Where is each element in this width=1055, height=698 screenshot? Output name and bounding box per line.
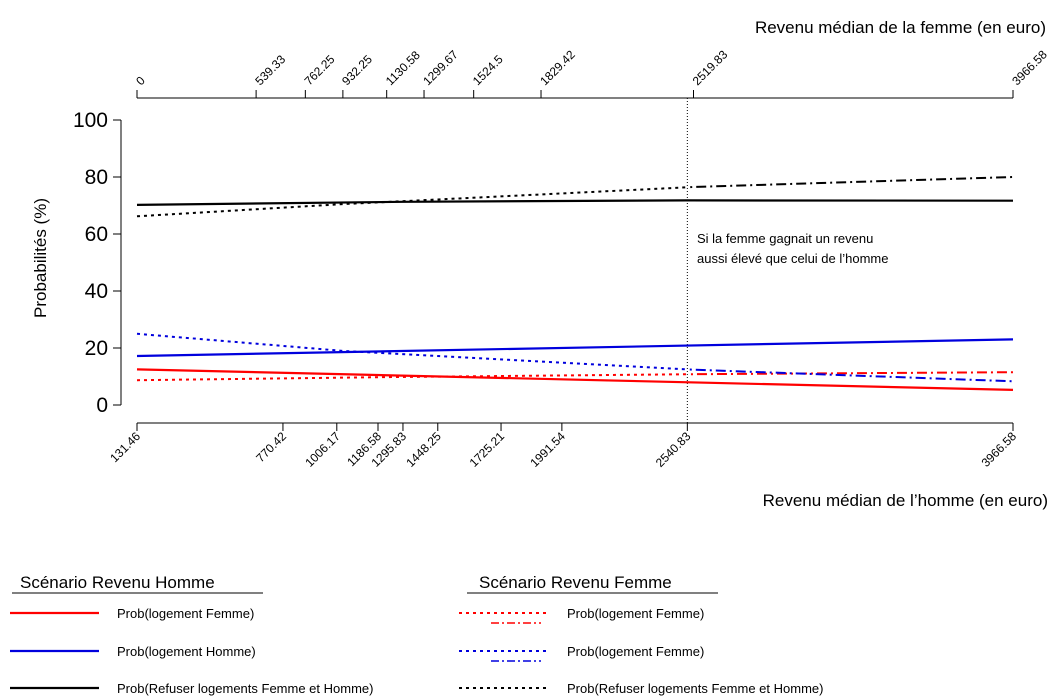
bottom-tick-label: 1448.25 xyxy=(403,429,444,470)
y-axis-title: Probabilités (%) xyxy=(31,198,50,318)
top-tick-label: 1524.5 xyxy=(470,52,506,88)
top-tick-label: 2519.83 xyxy=(690,47,731,88)
top-axis-title: Revenu médian de la femme (en euro) xyxy=(755,18,1046,37)
bottom-tick-label: 1725.21 xyxy=(467,429,508,470)
legend-title-homme: Scénario Revenu Homme xyxy=(20,573,215,592)
top-tick-label: 3966.58 xyxy=(1009,47,1050,88)
series-line-homme-prob-logement-homme-1 xyxy=(136,338,1014,358)
bottom-axis-title: Revenu médian de l’homme (en euro) xyxy=(763,491,1048,510)
series-line-femme-prob-refuser-logements-femme-et-homme-5-cont xyxy=(687,176,1014,189)
top-tick-label: 932.25 xyxy=(339,52,375,88)
series-line-femme-prob-refuser-logements-femme-et-homme-5 xyxy=(136,186,688,218)
annotation: Si la femme gagnait un revenu aussi élev… xyxy=(697,231,889,266)
series-line-homme-prob-refuser-logements-femme-et-homme-2 xyxy=(136,199,1014,206)
annotation-line-1: Si la femme gagnait un revenu xyxy=(697,231,873,246)
bottom-tick-label: 1991.54 xyxy=(527,429,568,470)
legend-entry-label: Prob(logement Femme) xyxy=(117,606,254,621)
legend-entry-label: Prob(Refuser logements Femme et Homme) xyxy=(567,681,823,696)
top-tick-label: 0 xyxy=(133,73,148,88)
y-tick-label: 60 xyxy=(85,223,108,246)
legend-entry-label: Prob(logement Femme) xyxy=(567,644,704,659)
top-tick-label: 1299.67 xyxy=(420,47,461,88)
bottom-tick-label: 770.42 xyxy=(253,429,289,465)
top-tick-label: 1130.58 xyxy=(383,48,423,88)
top-tick-label: 539.33 xyxy=(252,52,288,88)
y-tick-label: 0 xyxy=(96,394,108,417)
axis-titles: Probabilités (%) Revenu médian de la fem… xyxy=(31,18,1048,510)
legend-entry-label: Prob(Refuser logements Femme et Homme) xyxy=(117,681,373,696)
series-lines xyxy=(136,176,1014,391)
y-tick-label: 20 xyxy=(85,337,108,360)
legend-entry-label: Prob(logement Femme) xyxy=(567,606,704,621)
legend: Scénario Revenu Homme Scénario Revenu Fe… xyxy=(10,573,823,696)
y-tick-label: 40 xyxy=(85,280,108,303)
annotation-line-2: aussi élevé que celui de l’homme xyxy=(697,251,889,266)
bottom-tick-label: 1006.17 xyxy=(302,429,343,470)
bottom-tick-label: 131.46 xyxy=(107,429,143,465)
series-line-homme-prob-logement-femme-0 xyxy=(136,368,1014,391)
top-tick-label: 762.25 xyxy=(302,52,338,88)
legend-entry-label: Prob(logement Homme) xyxy=(117,644,256,659)
bottom-tick-label: 2540.83 xyxy=(653,429,694,470)
bottom-tick-label: 3966.58 xyxy=(979,429,1020,470)
legend-title-femme: Scénario Revenu Femme xyxy=(479,573,672,592)
y-tick-label: 100 xyxy=(73,109,108,132)
y-tick-label: 80 xyxy=(85,166,108,189)
top-tick-label: 1829.42 xyxy=(537,47,578,88)
